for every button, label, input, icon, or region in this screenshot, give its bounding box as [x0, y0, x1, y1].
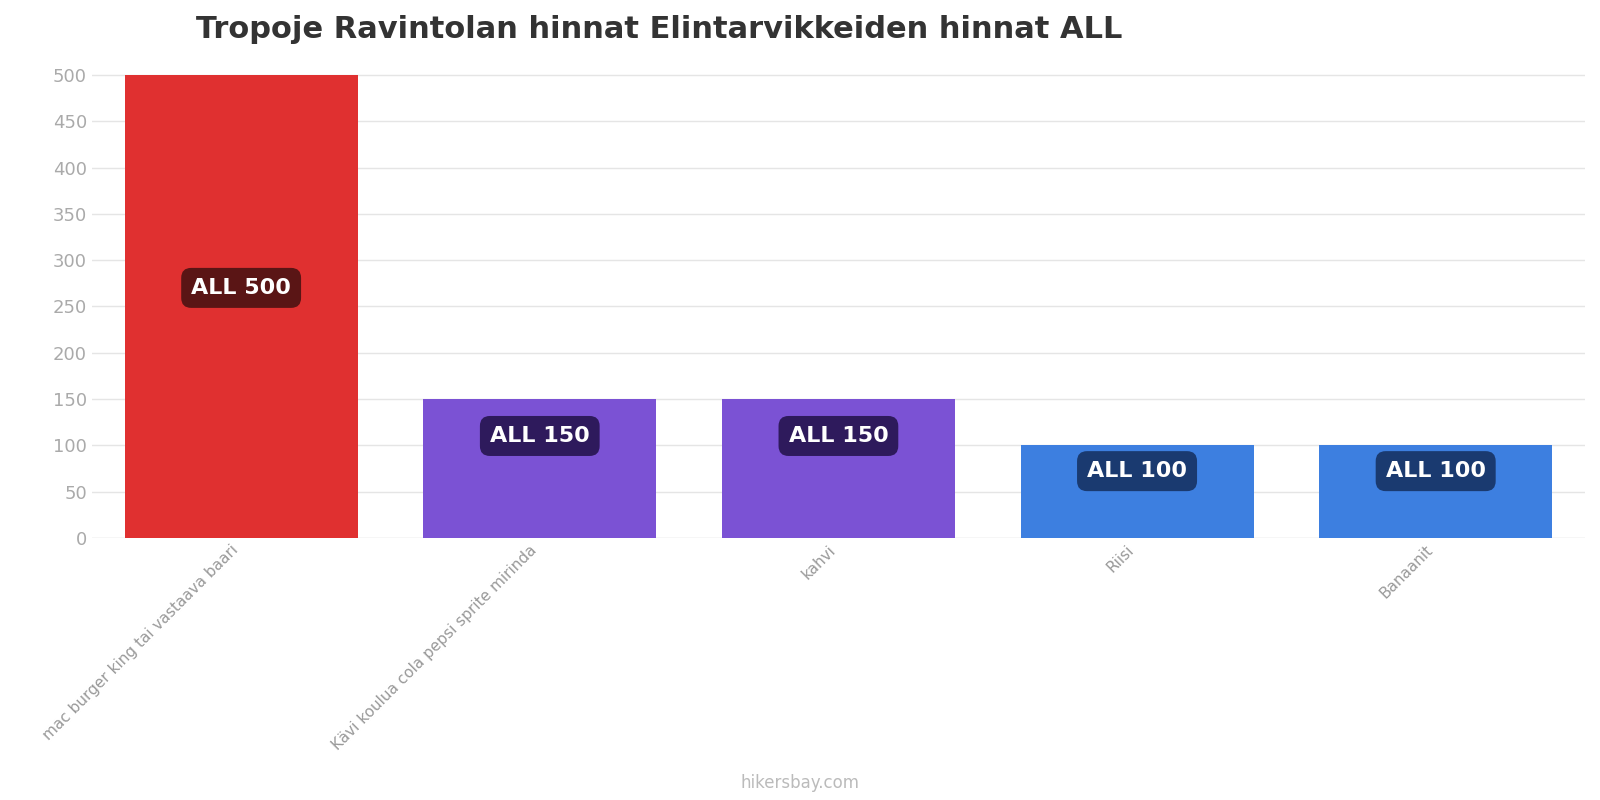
Text: ALL 500: ALL 500 [190, 278, 291, 298]
Bar [125, 75, 358, 538]
Bar [1021, 446, 1253, 538]
Bar [722, 399, 955, 538]
Bar [1320, 446, 1552, 538]
Text: ALL 100: ALL 100 [1086, 461, 1187, 481]
Bar [424, 399, 656, 538]
Text: hikersbay.com: hikersbay.com [741, 774, 859, 792]
Text: ALL 100: ALL 100 [1386, 461, 1486, 481]
Text: Tropoje Ravintolan hinnat Elintarvikkeiden hinnat ALL: Tropoje Ravintolan hinnat Elintarvikkeid… [197, 15, 1123, 44]
Text: ALL 150: ALL 150 [789, 426, 888, 446]
Text: ALL 150: ALL 150 [490, 426, 590, 446]
